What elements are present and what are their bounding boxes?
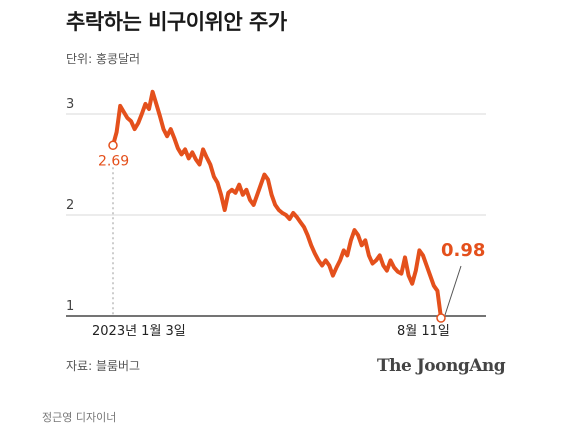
y-tick-label-1: 1	[66, 299, 74, 314]
y-axis-tick-labels: 1 2 3	[66, 97, 74, 314]
start-value-label: 2.69	[98, 153, 129, 169]
chart-title: 추락하는 비구이위안 주가	[66, 10, 287, 34]
x-label-start-date: 2023년 1월 3일	[92, 324, 186, 339]
source-note: 자료: 블룸버그	[66, 359, 141, 373]
grid-lines	[66, 113, 486, 216]
y-tick-label-2: 2	[66, 198, 74, 213]
x-label-end-date: 8월 11일	[397, 324, 450, 339]
end-point-marker	[436, 313, 446, 323]
start-point-marker	[108, 140, 118, 151]
y-tick-label-3: 3	[66, 97, 74, 112]
unit-label: 단위: 홍콩달러	[66, 52, 141, 66]
end-value-leader-line	[444, 265, 462, 316]
publisher-logo: The JoongAng	[377, 356, 506, 376]
price-series-line	[111, 89, 443, 320]
designer-credit: 정근영 디자이너	[42, 411, 117, 424]
end-value-label: 0.98	[441, 240, 485, 261]
